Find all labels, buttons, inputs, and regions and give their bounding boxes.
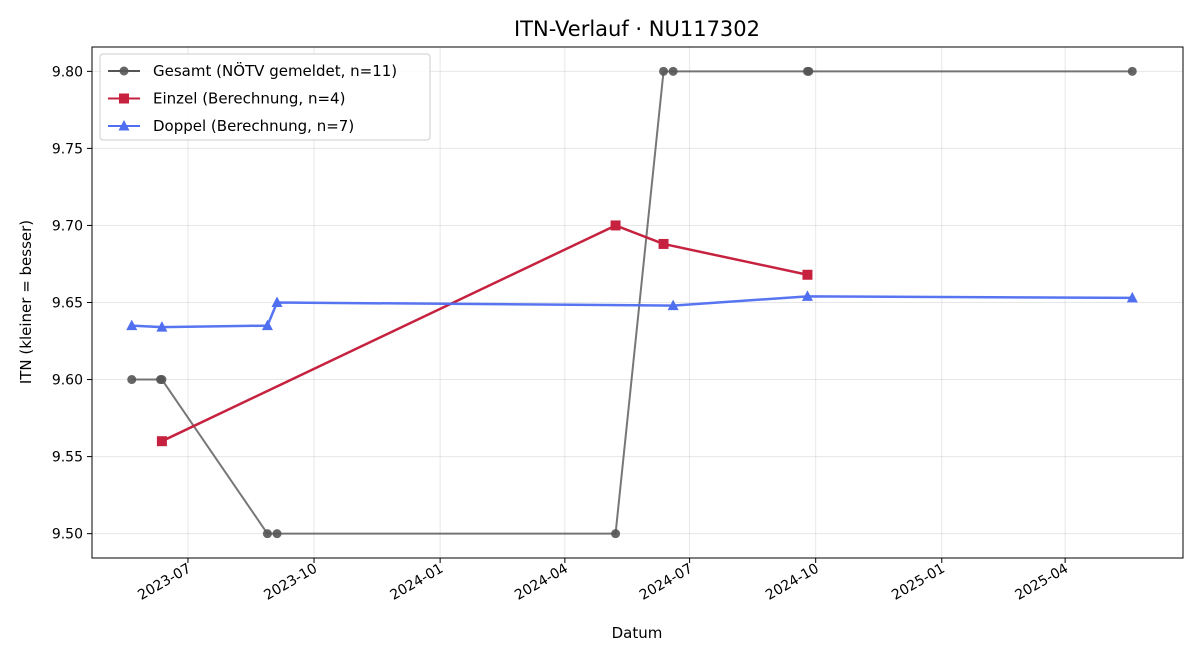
legend-box	[99, 53, 431, 141]
x-tick-label: 2024-07	[637, 561, 696, 604]
x-tick-label: 2023-07	[135, 561, 194, 604]
data-point	[668, 66, 678, 76]
data-point	[802, 269, 813, 280]
legend-entry: Einzel (Berechnung, n=4)	[108, 90, 345, 108]
series-line	[161, 224, 808, 443]
legend-label: Einzel (Berechnung, n=4)	[153, 90, 345, 108]
y-axis-label: ITN (kleiner = besser)	[17, 220, 35, 384]
x-tick-label: 2024-04	[512, 561, 571, 604]
legend: Gesamt (NÖTV gemeldet, n=11) Einzel (Bere…	[99, 53, 431, 141]
legend-marker	[118, 120, 130, 131]
data-point	[157, 375, 167, 385]
data-point	[261, 319, 273, 331]
series-1	[127, 66, 1137, 539]
x-tick-label: 2025-04	[1012, 561, 1071, 604]
series-layer	[126, 66, 1138, 539]
data-point	[262, 529, 272, 539]
y-tick-label: 9.75	[52, 141, 83, 157]
legend-label: Gesamt (NÖTV gemeldet, n=11)	[153, 61, 397, 80]
data-point	[271, 296, 283, 307]
data-point	[127, 375, 137, 385]
chart-title: ITN-Verlauf · NU117302	[514, 17, 760, 41]
data-point	[659, 66, 669, 76]
x-tick-label: 2024-10	[763, 561, 822, 604]
y-tick-label: 9.65	[52, 296, 83, 312]
legend-entry: Doppel (Berechnung, n=7)	[108, 117, 354, 135]
data-point	[156, 321, 168, 332]
data-point	[804, 66, 814, 76]
y-tick-label: 9.70	[52, 218, 83, 234]
data-point	[658, 238, 669, 249]
x-tick-label: 2024-01	[387, 561, 446, 604]
data-point	[667, 299, 679, 311]
data-point	[801, 290, 813, 301]
y-tick-label: 9.50	[52, 527, 83, 543]
data-point	[1127, 66, 1137, 76]
legend-marker	[119, 66, 129, 76]
data-point	[1126, 291, 1138, 303]
x-tick-label: 2023-10	[261, 561, 320, 604]
grid-layer	[92, 47, 1183, 558]
tick-layer: 9.50 9.55 9.60 9.65 9.70 9.75 9.80 2023-07 2023-…	[52, 64, 1071, 603]
data-point	[126, 319, 138, 331]
y-tick-label: 9.60	[52, 373, 83, 389]
x-axis-label: Datum	[612, 624, 663, 642]
data-point	[611, 529, 621, 539]
series-2	[156, 220, 813, 447]
data-point	[610, 220, 621, 231]
data-point	[156, 436, 167, 447]
y-tick-label: 9.80	[52, 64, 83, 80]
legend-marker	[119, 93, 129, 104]
x-tick-label: 2025-01	[889, 561, 948, 604]
legend-label: Doppel (Berechnung, n=7)	[153, 117, 354, 135]
y-tick-label: 9.55	[52, 450, 83, 466]
data-point	[272, 529, 282, 539]
series-3	[126, 290, 1138, 332]
series-line	[131, 295, 1133, 329]
legend-entry: Gesamt (NÖTV gemeldet, n=11)	[108, 61, 397, 80]
